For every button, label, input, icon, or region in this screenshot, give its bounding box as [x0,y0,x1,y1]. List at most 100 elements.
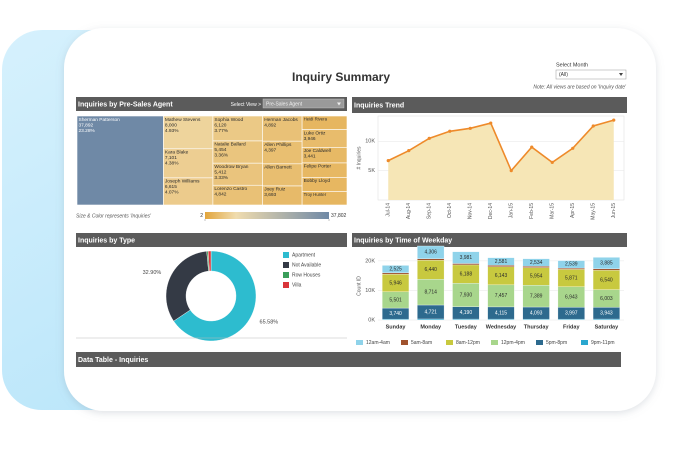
bar-segment [592,257,620,270]
x-tick-label: Wednesday [486,324,517,330]
bar-segment [417,245,445,259]
bar-segment [452,263,480,266]
agent-value: 37,892 [79,122,94,128]
x-tick-label: Sunday [386,324,407,330]
bar-segment [452,251,480,264]
segment-label: 3,885 [600,260,613,266]
y-tick-label: 10K [365,139,375,145]
bar-segment [557,260,585,269]
donut-slice [173,250,257,342]
x-tick-label: Dec-14 [488,203,494,219]
agent-value: 3,946 [304,136,316,142]
view-dropdown[interactable] [262,98,345,109]
segment-label: 4,306 [424,250,437,256]
treemap-cell [163,148,214,179]
segment-label: 4,721 [424,309,437,315]
agent-share: 3.77% [214,128,228,134]
agent-value: 7,101 [165,155,177,161]
agent-name: Herman Jacobs [264,117,298,123]
panel-title: Data Table - Inquiries [78,357,148,364]
segment-label: 4,190 [460,310,473,316]
agent-share: 3.33% [214,175,228,181]
agent-name: Joseph Williams [165,179,200,185]
x-tick-label: Aug-14 [406,203,412,219]
agent-name: Bobby Lloyd [304,178,331,184]
trend-line [387,119,614,173]
segment-label: 5,946 [389,280,402,286]
panel-title: Inquiries by Time of Weekday [354,237,452,244]
y-tick-label: 0K [368,317,375,323]
legend-label: 12pm-4pm [501,340,525,346]
x-tick-label: Monday [420,324,442,330]
slice-label: 32.90% [143,270,162,276]
trend-point [468,126,472,130]
agent-share: 3.36% [214,153,228,159]
view-value: Pre-Sales Agent [266,101,303,107]
x-tick-label: Oct-14 [447,203,453,218]
bar-segment [592,268,620,271]
view-label: Select View > [231,102,261,108]
trend-point [530,145,534,149]
page-title: Inquiry Summary [292,70,390,84]
bar-segment [487,265,515,267]
agent-share: 23.28% [79,128,96,134]
bar-segment [417,279,445,306]
legend-label: 12am-4am [366,340,390,346]
month-value: (All) [559,72,568,78]
segment-label: 6,440 [424,267,437,273]
legend-label: 5am-8am [411,340,432,346]
trend-point [489,121,493,125]
segment-label: 5,954 [530,274,543,280]
y-tick-label: 20K [365,258,375,264]
donut-slice [207,250,212,272]
agent-share: 4.93% [165,128,179,134]
trend-point [591,124,595,128]
trend-point [427,136,431,140]
trend-point [550,160,554,165]
trend-point [571,146,575,150]
x-tick-label: Tuesday [455,324,478,330]
x-tick-label: Apr-15 [570,203,576,218]
panel-title: Inquiries by Type [78,237,135,244]
segment-label: 2,534 [530,260,543,266]
agent-name: Allen Phillips [264,142,292,148]
panel-header [76,352,621,367]
treemap-cell [212,115,263,142]
segment-label: 2,539 [565,262,578,268]
legend-label: Not Available [292,262,321,268]
segment-label: 4,115 [495,310,507,316]
agent-name: Heidi Rivera [304,117,328,122]
color-tick-label: 37,802 [331,213,347,219]
dropdown-arrow [619,73,623,76]
legend-text: Size & Color represents 'Inquiries' [76,213,152,219]
agent-name: Natalie Ballard [214,142,246,148]
panel-title: Inquiries Trend [354,102,404,109]
legend-swatch [283,272,289,278]
agent-name: Joe Caldwell [304,148,331,154]
agent-share: 4.38% [165,161,179,167]
trend-point [612,118,616,122]
legend-label: 8am-12pm [456,340,480,346]
trend-point [386,159,390,163]
legend-swatch [446,340,453,345]
month-dropdown[interactable] [555,69,627,80]
agent-name: Kara Blake [165,150,189,156]
panel-header [352,97,627,113]
color-scale [205,212,329,219]
segment-label: 3,740 [389,311,402,317]
y-axis-label: Count ID [356,276,362,296]
agent-value: 5,412 [214,169,226,175]
bar-segment [487,257,515,266]
agent-share: 4.07% [165,190,179,196]
x-tick-label: Friday [563,324,580,330]
segment-label: 2,525 [389,266,402,272]
agent-value: 6,120 [214,122,226,128]
dropdown-arrow [337,102,341,106]
legend-label: 5pm-8pm [546,340,567,346]
segment-label: 6,143 [495,273,508,279]
slice-label: 65.58% [260,319,279,325]
x-tick-label: Jan-15 [509,203,515,219]
segment-label: 7,930 [460,292,473,298]
segment-label: 7,389 [530,293,543,299]
